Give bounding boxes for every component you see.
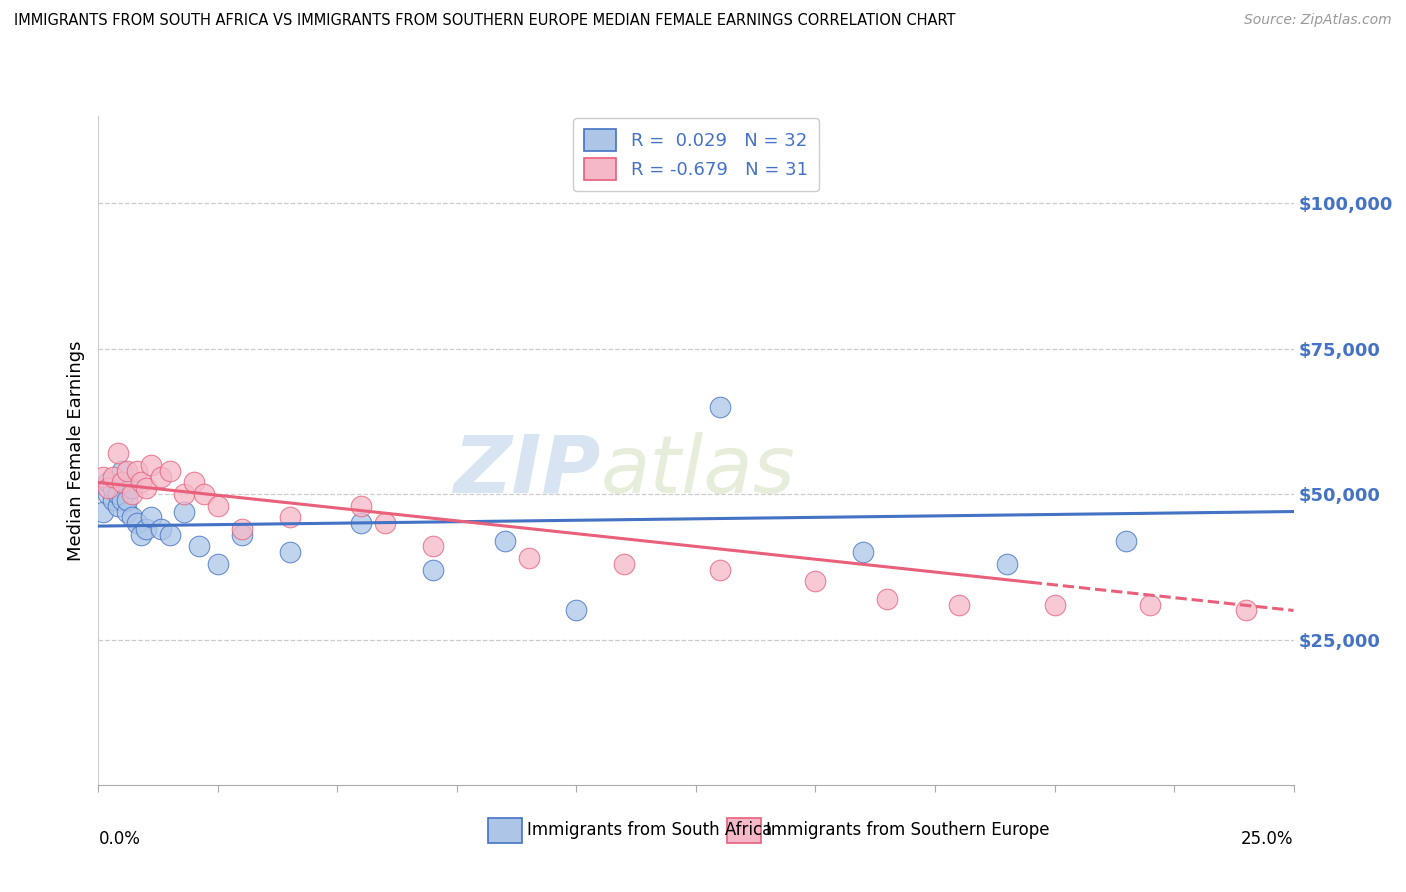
Point [125,516,148,531]
Point [231,528,253,542]
Text: Source: ZipAtlas.com: Source: ZipAtlas.com [1244,13,1392,28]
Point [97,481,120,495]
Point [125,464,148,478]
Point [97,475,120,490]
Text: 0.0%: 0.0% [98,830,141,847]
Point [517,551,540,566]
Text: IMMIGRANTS FROM SOUTH AFRICA VS IMMIGRANTS FROM SOUTHERN EUROPE MEDIAN FEMALE EA: IMMIGRANTS FROM SOUTH AFRICA VS IMMIGRAN… [14,13,956,29]
Point [91,504,114,518]
Point [494,533,516,548]
Point [135,481,157,495]
Point [159,528,181,542]
Point [183,475,205,490]
Point [422,540,444,554]
Point [804,574,827,589]
Point [173,487,195,501]
Point [111,492,134,507]
Point [107,487,129,501]
Point [91,469,114,483]
Point [115,464,138,478]
Point [1115,533,1137,548]
Point [1139,598,1161,612]
Point [107,499,129,513]
Point [350,499,373,513]
Point [173,504,195,518]
Point [101,481,124,495]
FancyBboxPatch shape [727,818,761,843]
Text: ZIP: ZIP [453,432,600,509]
Point [149,522,172,536]
Y-axis label: Median Female Earnings: Median Female Earnings [66,340,84,561]
Point [101,492,124,507]
Point [115,492,138,507]
Point [422,563,444,577]
Point [1234,603,1257,617]
Point [948,598,970,612]
Point [139,458,162,472]
Point [565,603,588,617]
Point [111,475,134,490]
Point [613,557,636,571]
Point [121,510,143,524]
Point [207,499,229,513]
Point [709,400,731,414]
Point [231,522,253,536]
Point [876,591,898,606]
Point [131,528,153,542]
Point [111,464,134,478]
Point [187,540,209,554]
Point [278,545,301,559]
Point [709,563,731,577]
Point [374,516,396,531]
Point [149,469,172,483]
Point [135,522,157,536]
FancyBboxPatch shape [488,818,522,843]
Point [131,475,153,490]
Point [193,487,215,501]
Point [97,487,120,501]
Point [852,545,875,559]
Text: atlas: atlas [600,432,796,509]
Point [278,510,301,524]
Point [121,487,143,501]
Point [121,481,143,495]
Text: Immigrants from South Africa: Immigrants from South Africa [527,822,772,839]
Point [101,469,124,483]
Legend: R =  0.029   N = 32, R = -0.679   N = 31: R = 0.029 N = 32, R = -0.679 N = 31 [574,119,818,191]
Point [995,557,1018,571]
Point [350,516,373,531]
Point [1043,598,1066,612]
Point [139,510,162,524]
Text: 25.0%: 25.0% [1241,830,1294,847]
Point [115,504,138,518]
Point [159,464,181,478]
Text: Immigrants from Southern Europe: Immigrants from Southern Europe [766,822,1050,839]
Point [207,557,229,571]
Point [107,446,129,460]
